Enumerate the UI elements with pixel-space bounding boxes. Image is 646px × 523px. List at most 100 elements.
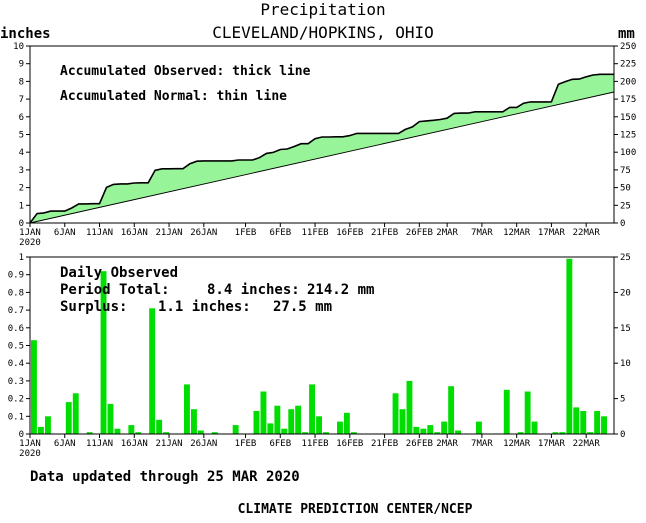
x-tick-label: 11JAN <box>86 228 113 238</box>
daily-precip-bar <box>350 432 357 434</box>
y-tick-label-right: 175 <box>620 95 636 105</box>
daily-precip-bar <box>503 389 510 435</box>
y-tick-label-right: 250 <box>620 42 636 52</box>
daily-precip-bar <box>573 407 580 434</box>
daily-precip-bar <box>448 386 455 434</box>
y-tick-label-right: 0 <box>620 430 625 440</box>
x-tick-label: 16JAN <box>121 228 148 238</box>
x-tick-label: 11FEB <box>302 439 329 449</box>
daily-precip-bar <box>337 421 343 434</box>
year-label: 2020 <box>19 449 41 459</box>
surplus-inches: 1.1 inches: <box>158 299 251 315</box>
x-tick-label: 22MAR <box>573 439 601 449</box>
x-tick-label: 21FEB <box>371 228 398 238</box>
daily-precip-bar <box>587 432 594 434</box>
daily-precip-bar <box>197 430 204 434</box>
daily-precip-bar <box>45 416 51 434</box>
y-tick-label-right: 20 <box>620 288 631 298</box>
x-tick-label: 6FEB <box>269 228 291 238</box>
daily-precip-bar <box>323 432 329 434</box>
x-tick-label: 16FEB <box>336 439 363 449</box>
daily-precip-bar <box>566 258 573 434</box>
daily-precip-bar <box>253 411 260 434</box>
daily-precip-bar <box>100 271 107 434</box>
y-tick-label-left: 0.5 <box>8 342 24 352</box>
daily-precip-bar <box>281 428 288 434</box>
x-tick-label: 11FEB <box>302 228 329 238</box>
y-tick-label-right: 10 <box>620 359 631 369</box>
daily-precip-bar <box>295 405 302 434</box>
x-tick-label: 7MAR <box>471 228 493 238</box>
daily-precip-bar <box>343 412 350 434</box>
surplus-label: Surplus: <box>60 299 127 315</box>
period-total-inches: 8.4 inches: <box>207 282 300 298</box>
daily-precip-bar <box>267 423 274 434</box>
y-tick-label-right: 25 <box>620 201 631 211</box>
y-tick-label-left: 0.4 <box>8 359 24 369</box>
x-tick-label: 21JAN <box>156 439 183 449</box>
daily-precip-bar <box>580 411 587 434</box>
accumulated-legend-observed: Accumulated Observed: thick line <box>60 64 311 79</box>
y-tick-label-left: 8 <box>19 77 24 87</box>
y-tick-label-right: 100 <box>620 148 636 158</box>
y-tick-label-left: 4 <box>19 148 24 158</box>
y-tick-label-left: 7 <box>19 95 24 105</box>
daily-precip-bar <box>260 391 267 434</box>
y-tick-label-left: 0.1 <box>8 412 24 422</box>
daily-precip-bar <box>211 432 218 434</box>
y-tick-label-right: 150 <box>620 113 636 123</box>
daily-precip-bar <box>184 384 190 434</box>
daily-precip-bar <box>427 425 434 434</box>
daily-precip-bar <box>434 432 441 434</box>
daily-precip-bar <box>72 393 79 434</box>
daily-precip-bar <box>524 391 531 434</box>
daily-precip-bar <box>420 428 427 434</box>
x-tick-label: 22MAR <box>573 228 601 238</box>
y-tick-label-left: 0.7 <box>8 306 24 316</box>
daily-precip-bar <box>191 409 197 434</box>
y-tick-label-left: 0 <box>19 430 24 440</box>
daily-precip-bar <box>107 403 114 434</box>
x-tick-label: 26JAN <box>190 228 217 238</box>
daily-title: Daily Observed <box>60 265 178 281</box>
x-tick-label: 1JAN <box>19 439 41 449</box>
x-tick-label: 1FEB <box>235 228 257 238</box>
x-tick-label: 12MAR <box>503 228 531 238</box>
daily-precip-bar <box>476 421 482 434</box>
unit-label-left: inches <box>0 26 51 42</box>
x-tick-label: 26FEB <box>406 439 433 449</box>
x-tick-label: 12MAR <box>503 439 531 449</box>
period-total-label: Period Total: <box>60 282 170 298</box>
y-tick-label-right: 15 <box>620 324 631 334</box>
y-tick-label-right: 0 <box>620 219 625 229</box>
station-name: CLEVELAND/HOPKINS, OHIO <box>212 23 434 42</box>
x-tick-label: 6JAN <box>54 228 76 238</box>
y-tick-label-right: 225 <box>620 60 636 70</box>
x-tick-label: 16FEB <box>336 228 363 238</box>
daily-panel: 1JAN 6JAN 11JAN 16JAN 21JAN 26JAN 1FEB 6FEB 11FE… <box>8 253 631 459</box>
accumulated-panel: 1JAN 6JAN 11JAN 16JAN 21JAN 26JAN 1FEB 6FEB 11FE… <box>13 42 636 248</box>
data-updated-note: Data updated through 25 MAR 2020 <box>30 469 300 485</box>
daily-precip-bar <box>594 411 601 434</box>
y-tick-label-left: 10 <box>13 42 24 52</box>
daily-precip-bar <box>31 340 37 434</box>
accumulated-normal-line <box>29 91 615 224</box>
figure-title: Precipitation <box>260 0 385 19</box>
period-total-mm: 214.2 mm <box>307 282 374 298</box>
year-label: 2020 <box>19 238 41 248</box>
y-tick-label-left: 0.3 <box>8 377 24 387</box>
accumulated-observed-line <box>29 73 614 224</box>
x-tick-label: 2MAR <box>436 228 458 238</box>
daily-precip-bar <box>455 430 461 434</box>
daily-precip-bar <box>399 409 406 434</box>
daily-precip-bar <box>114 428 121 434</box>
y-tick-label-right: 75 <box>620 166 631 176</box>
y-tick-label-right: 25 <box>620 253 631 263</box>
x-tick-label: 11JAN <box>86 439 113 449</box>
x-tick-label: 21JAN <box>156 228 183 238</box>
daily-precip-bar <box>149 308 156 434</box>
x-tick-label: 21FEB <box>371 439 398 449</box>
daily-precip-bar <box>309 384 315 434</box>
y-tick-label-right: 5 <box>620 395 625 405</box>
